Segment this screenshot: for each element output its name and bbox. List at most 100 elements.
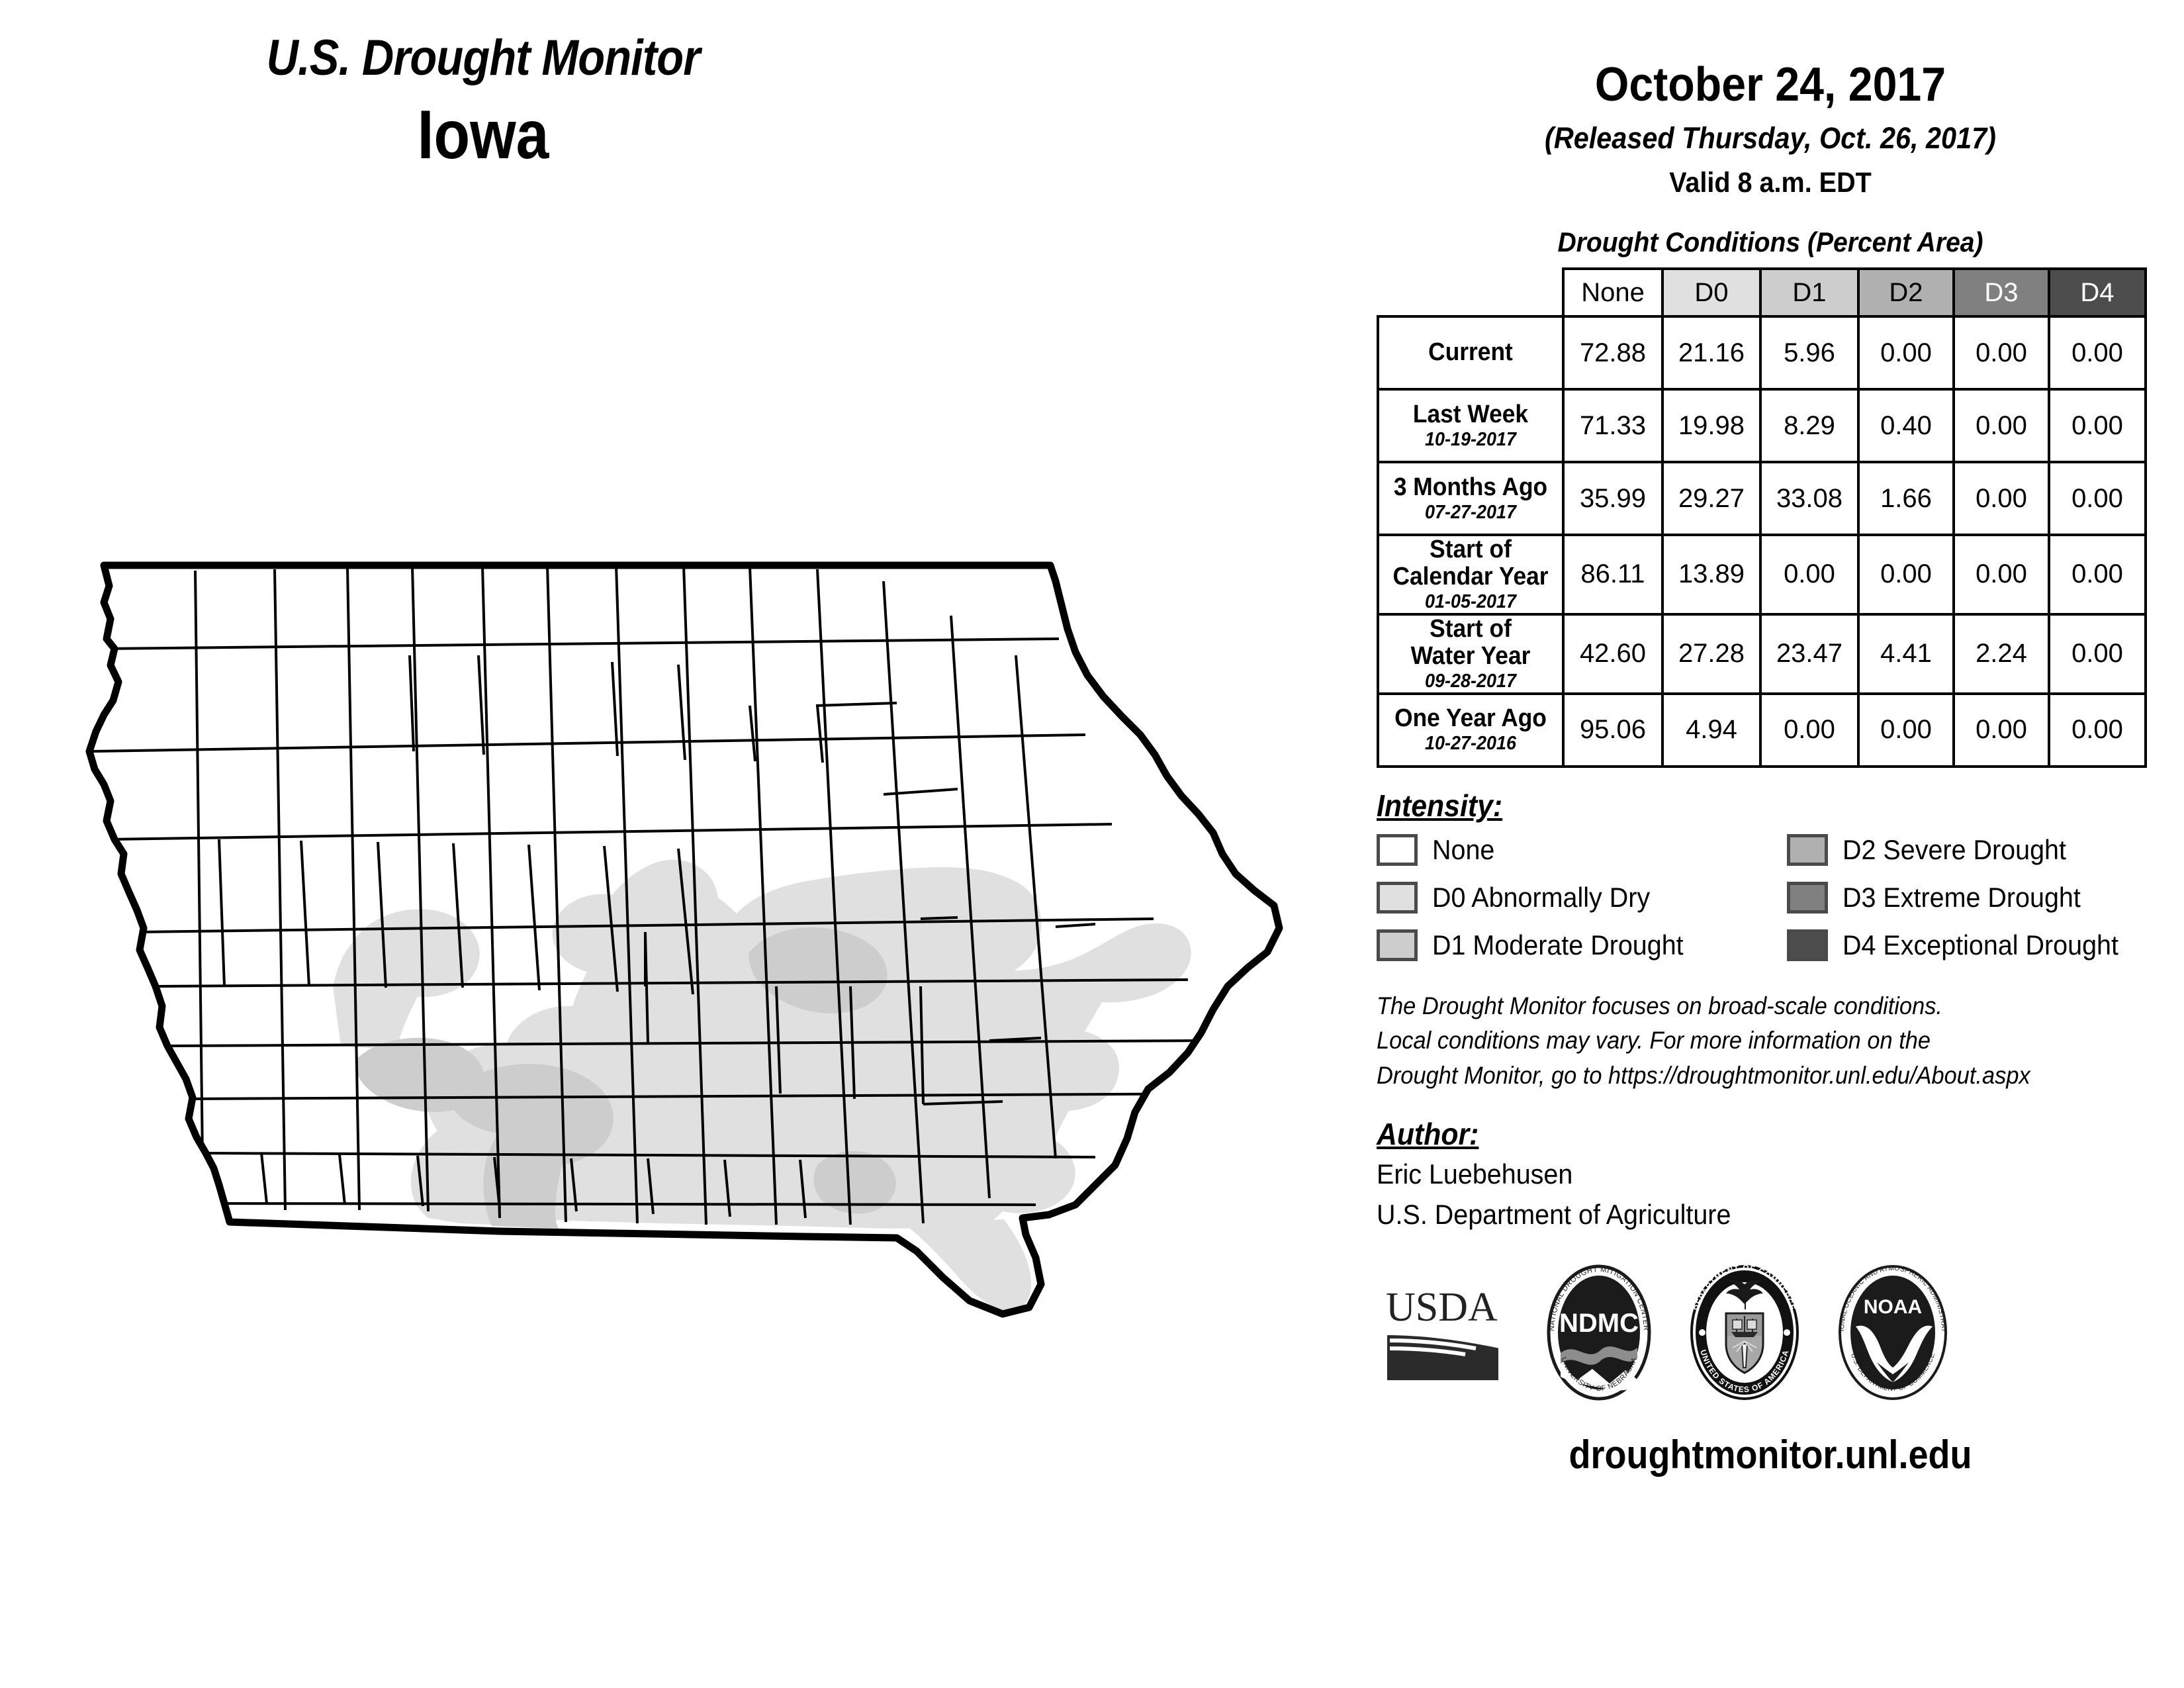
cell-oneyear-d3: 0.00 bbox=[1952, 692, 2050, 768]
table-row: 3 Months Ago 07-27-2017 35.99 29.27 33.0… bbox=[1377, 461, 2147, 536]
row-date: 09-28-2017 bbox=[1425, 671, 1516, 692]
column-header-d4: D4 bbox=[2048, 267, 2147, 318]
row-name: Last Week bbox=[1412, 400, 1529, 428]
swatch-d0-icon bbox=[1377, 881, 1418, 914]
cell-current-d1: 5.96 bbox=[1759, 315, 1860, 391]
valid-date: October 24, 2017 bbox=[1594, 58, 1946, 111]
row-label-start-of-water-year: Start of Water Year 09-28-2017 bbox=[1377, 612, 1565, 695]
legend-label: None bbox=[1432, 833, 1495, 865]
svg-text:USDA: USDA bbox=[1386, 1285, 1498, 1330]
legend-label: D1 Moderate Drought bbox=[1432, 929, 1684, 961]
column-header-d0: D0 bbox=[1661, 267, 1762, 318]
table-header-row: None D0 D1 D2 D3 D4 bbox=[1378, 267, 2147, 318]
swatch-d1-icon bbox=[1377, 929, 1418, 961]
author-name: Eric Luebehusen bbox=[1377, 1158, 1573, 1190]
column-header-none: None bbox=[1562, 267, 1664, 318]
legend-item-d3: D3 Extreme Drought bbox=[1787, 881, 2184, 914]
cell-water-d4: 0.00 bbox=[2048, 612, 2147, 695]
cell-oneyear-d0: 4.94 bbox=[1661, 692, 1762, 768]
cell-lastweek-d1: 8.29 bbox=[1759, 388, 1860, 463]
legend-item-d1: D1 Moderate Drought bbox=[1377, 929, 1787, 961]
ndmc-logo: NDMC NATIONAL DROUGHT MITIGATION CENTER … bbox=[1546, 1263, 1652, 1405]
site-url[interactable]: droughtmonitor.unl.edu bbox=[1569, 1432, 1972, 1477]
legend-label: D4 Exceptional Drought bbox=[1843, 929, 2118, 961]
drought-conditions-table: None D0 D1 D2 D3 D4 Current 72.88 21.16 … bbox=[1377, 267, 2147, 768]
disclaimer-line-1: The Drought Monitor focuses on broad-sca… bbox=[1377, 992, 1942, 1019]
legend-item-none: None bbox=[1377, 833, 1787, 866]
drought-shading-layer bbox=[333, 859, 1191, 1311]
table-caption: Drought Conditions (Percent Area) bbox=[1557, 226, 1983, 258]
legend-label: D3 Extreme Drought bbox=[1843, 881, 2081, 913]
cell-water-d0: 27.28 bbox=[1661, 612, 1762, 695]
row-name: Start of Water Year bbox=[1410, 614, 1531, 670]
row-name: One Year Ago bbox=[1394, 704, 1547, 733]
header-corner-blank bbox=[1378, 269, 1563, 316]
legend-label: D2 Severe Drought bbox=[1843, 833, 2066, 865]
intensity-heading: Intensity: bbox=[1377, 788, 1503, 823]
cell-water-d2: 4.41 bbox=[1857, 612, 1955, 695]
logo-row: USDA NDMC NATIONAL DROUGHT MITI bbox=[1357, 1258, 2184, 1405]
table-row: One Year Ago 10-27-2016 95.06 4.94 0.00 … bbox=[1377, 692, 2147, 768]
cell-3mo-d3: 0.00 bbox=[1952, 461, 2050, 536]
author-block: Author: Eric Luebehusen U.S. Department … bbox=[1357, 1116, 2184, 1233]
cell-cal-d2: 0.00 bbox=[1857, 534, 1955, 616]
cell-oneyear-d4: 0.00 bbox=[2048, 692, 2147, 768]
cell-3mo-d2: 1.66 bbox=[1857, 461, 1955, 536]
cell-water-none: 42.60 bbox=[1562, 612, 1664, 695]
row-date: 01-05-2017 bbox=[1425, 591, 1516, 613]
swatch-d2-icon bbox=[1787, 833, 1828, 866]
legend-item-d2: D2 Severe Drought bbox=[1787, 833, 2184, 866]
row-label-last-week: Last Week 10-19-2017 bbox=[1377, 388, 1565, 463]
county-boundaries bbox=[91, 565, 1248, 1225]
cell-oneyear-d2: 0.00 bbox=[1857, 692, 1955, 768]
row-name: Current bbox=[1428, 338, 1513, 367]
svg-text:NOAA: NOAA bbox=[1864, 1296, 1922, 1318]
iowa-drought-map[interactable] bbox=[63, 523, 1360, 1383]
swatch-none-icon bbox=[1377, 833, 1418, 866]
drought-conditions-table-wrapper: None D0 D1 D2 D3 D4 Current 72.88 21.16 … bbox=[1357, 267, 2184, 768]
table-row: Current 72.88 21.16 5.96 0.00 0.00 0.00 bbox=[1377, 315, 2147, 391]
cell-lastweek-none: 71.33 bbox=[1562, 388, 1664, 463]
cell-cal-d1: 0.00 bbox=[1759, 534, 1860, 616]
doc-seal-logo: DEPARTMENT OF COMMERCE UNITED STATES OF … bbox=[1689, 1263, 1800, 1405]
state-outline bbox=[85, 561, 1283, 1318]
cell-lastweek-d0: 19.98 bbox=[1661, 388, 1762, 463]
cell-cal-d0: 13.89 bbox=[1661, 534, 1762, 616]
valid-time: Valid 8 a.m. EDT bbox=[1669, 167, 1872, 199]
author-organization: U.S. Department of Agriculture bbox=[1377, 1198, 1731, 1230]
title-block: U.S. Drought Monitor Iowa bbox=[0, 33, 966, 171]
legend-item-d0: D0 Abnormally Dry bbox=[1377, 881, 1787, 914]
swatch-d4-icon bbox=[1787, 929, 1828, 961]
table-row: Start of Calendar Year 01-05-2017 86.11 … bbox=[1377, 534, 2147, 616]
svg-text:NDMC: NDMC bbox=[1559, 1309, 1639, 1338]
legend-item-d4: D4 Exceptional Drought bbox=[1787, 929, 2184, 961]
cell-cal-none: 86.11 bbox=[1562, 534, 1664, 616]
legend-label: D0 Abnormally Dry bbox=[1432, 881, 1651, 913]
cell-current-d2: 0.00 bbox=[1857, 315, 1955, 391]
cell-3mo-d0: 29.27 bbox=[1661, 461, 1762, 536]
cell-current-none: 72.88 bbox=[1562, 315, 1664, 391]
row-name: Start of Calendar Year bbox=[1392, 536, 1549, 591]
table-row: Start of Water Year 09-28-2017 42.60 27.… bbox=[1377, 612, 2147, 695]
column-header-d1: D1 bbox=[1759, 267, 1860, 318]
row-label-one-year-ago: One Year Ago 10-27-2016 bbox=[1377, 692, 1565, 768]
column-header-d3: D3 bbox=[1952, 267, 2050, 318]
cell-cal-d3: 0.00 bbox=[1952, 534, 2050, 616]
state-title: Iowa bbox=[417, 97, 549, 173]
row-date: 10-27-2016 bbox=[1425, 733, 1516, 755]
disclaimer-line-3: Drought Monitor, go to https://droughtmo… bbox=[1377, 1061, 2030, 1089]
map-panel: U.S. Drought Monitor Iowa bbox=[0, 33, 1360, 1383]
row-name: 3 Months Ago bbox=[1393, 473, 1548, 501]
usda-logo: USDA bbox=[1383, 1280, 1509, 1389]
cell-current-d3: 0.00 bbox=[1952, 315, 2050, 391]
cell-current-d4: 0.00 bbox=[2048, 315, 2147, 391]
row-date: 10-19-2017 bbox=[1425, 428, 1516, 450]
cell-3mo-d4: 0.00 bbox=[2048, 461, 2147, 536]
disclaimer-text: The Drought Monitor focuses on broad-sca… bbox=[1357, 989, 2184, 1094]
noaa-logo: NOAA NATIONAL OCEANIC AND ATMOSPHERIC AD… bbox=[1835, 1258, 1948, 1405]
page-title: U.S. Drought Monitor bbox=[266, 30, 701, 86]
cell-water-d1: 23.47 bbox=[1759, 612, 1860, 695]
table-row: Last Week 10-19-2017 71.33 19.98 8.29 0.… bbox=[1377, 388, 2147, 463]
row-label-3-months-ago: 3 Months Ago 07-27-2017 bbox=[1377, 461, 1565, 536]
date-block: October 24, 2017 (Released Thursday, Oct… bbox=[1357, 0, 2184, 197]
